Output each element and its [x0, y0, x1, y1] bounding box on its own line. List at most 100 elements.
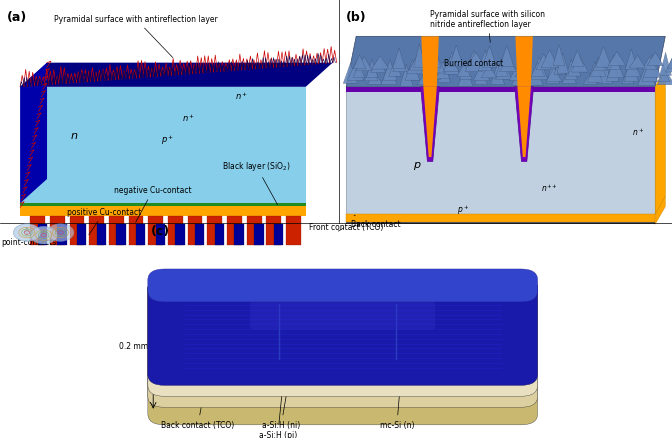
- Polygon shape: [458, 67, 473, 87]
- Polygon shape: [515, 64, 532, 78]
- FancyBboxPatch shape: [148, 278, 538, 396]
- Polygon shape: [593, 59, 606, 72]
- Text: n: n: [71, 131, 77, 141]
- Polygon shape: [136, 224, 145, 245]
- Polygon shape: [546, 68, 562, 82]
- Polygon shape: [355, 57, 372, 72]
- Polygon shape: [568, 59, 581, 77]
- Polygon shape: [426, 46, 441, 68]
- Polygon shape: [647, 53, 663, 67]
- Polygon shape: [562, 67, 577, 85]
- Polygon shape: [347, 64, 364, 81]
- Polygon shape: [583, 73, 597, 85]
- Polygon shape: [128, 217, 143, 245]
- Text: mc-Si (n): mc-Si (n): [380, 352, 414, 430]
- Polygon shape: [421, 37, 439, 88]
- Polygon shape: [655, 197, 665, 225]
- Polygon shape: [657, 72, 672, 85]
- Polygon shape: [227, 217, 242, 245]
- Polygon shape: [624, 62, 638, 82]
- Circle shape: [30, 227, 57, 244]
- Polygon shape: [168, 217, 183, 245]
- Polygon shape: [30, 217, 45, 245]
- Polygon shape: [624, 57, 640, 78]
- Polygon shape: [643, 56, 661, 78]
- Polygon shape: [254, 224, 263, 245]
- Polygon shape: [407, 60, 425, 75]
- Polygon shape: [405, 60, 419, 81]
- Polygon shape: [565, 60, 577, 81]
- Polygon shape: [89, 217, 104, 245]
- FancyBboxPatch shape: [148, 278, 538, 407]
- Polygon shape: [607, 56, 624, 78]
- Polygon shape: [606, 60, 619, 82]
- Polygon shape: [20, 204, 306, 207]
- Text: $n^+$: $n^+$: [235, 91, 249, 102]
- Polygon shape: [587, 62, 602, 83]
- Polygon shape: [366, 60, 378, 78]
- Polygon shape: [368, 72, 382, 85]
- Polygon shape: [215, 224, 224, 245]
- Polygon shape: [625, 50, 638, 71]
- Polygon shape: [208, 217, 222, 245]
- Polygon shape: [553, 45, 565, 67]
- Polygon shape: [70, 217, 85, 245]
- Polygon shape: [655, 70, 665, 215]
- Polygon shape: [274, 224, 283, 245]
- Polygon shape: [286, 217, 301, 245]
- Text: positive Cu-contact: positive Cu-contact: [67, 208, 141, 235]
- Text: (a): (a): [7, 11, 27, 24]
- Polygon shape: [437, 65, 451, 83]
- Text: $p^+$: $p^+$: [161, 133, 175, 147]
- Polygon shape: [77, 224, 87, 245]
- Polygon shape: [515, 88, 534, 162]
- Polygon shape: [116, 224, 126, 245]
- Polygon shape: [149, 217, 163, 245]
- Polygon shape: [428, 55, 446, 74]
- Polygon shape: [97, 224, 106, 245]
- Polygon shape: [400, 65, 413, 87]
- Polygon shape: [515, 37, 533, 88]
- Polygon shape: [381, 64, 397, 85]
- Polygon shape: [346, 88, 655, 215]
- Polygon shape: [20, 88, 306, 204]
- Polygon shape: [571, 57, 588, 73]
- Polygon shape: [50, 217, 65, 245]
- Polygon shape: [666, 55, 672, 73]
- Text: Burried contact: Burried contact: [444, 59, 503, 68]
- Polygon shape: [421, 58, 438, 75]
- Polygon shape: [554, 59, 566, 75]
- Polygon shape: [423, 88, 437, 158]
- Text: $p^+$: $p^+$: [457, 202, 469, 216]
- Text: Pyramidal surface with antireflection layer: Pyramidal surface with antireflection la…: [54, 15, 218, 58]
- Polygon shape: [346, 88, 655, 93]
- Polygon shape: [622, 69, 634, 85]
- Polygon shape: [443, 57, 459, 72]
- Polygon shape: [465, 51, 482, 73]
- Polygon shape: [531, 58, 548, 81]
- Polygon shape: [517, 88, 531, 158]
- Polygon shape: [511, 71, 527, 86]
- Text: (c): (c): [151, 225, 170, 238]
- Polygon shape: [642, 61, 658, 82]
- Polygon shape: [450, 46, 464, 67]
- Polygon shape: [478, 51, 492, 72]
- Text: Pyramidal surface with silicon
nitride antireflection layer: Pyramidal surface with silicon nitride a…: [430, 10, 545, 43]
- Polygon shape: [266, 217, 281, 245]
- FancyBboxPatch shape: [250, 291, 435, 330]
- Polygon shape: [20, 207, 306, 217]
- Polygon shape: [383, 60, 397, 81]
- Polygon shape: [658, 67, 670, 82]
- Polygon shape: [457, 64, 470, 78]
- Polygon shape: [235, 224, 244, 245]
- Polygon shape: [482, 46, 497, 68]
- Text: (b): (b): [346, 11, 367, 24]
- Polygon shape: [607, 56, 621, 70]
- Polygon shape: [496, 59, 508, 77]
- Polygon shape: [629, 56, 646, 69]
- Polygon shape: [509, 68, 523, 81]
- Polygon shape: [392, 59, 407, 72]
- Polygon shape: [499, 60, 517, 72]
- Polygon shape: [473, 65, 490, 81]
- Polygon shape: [481, 66, 497, 79]
